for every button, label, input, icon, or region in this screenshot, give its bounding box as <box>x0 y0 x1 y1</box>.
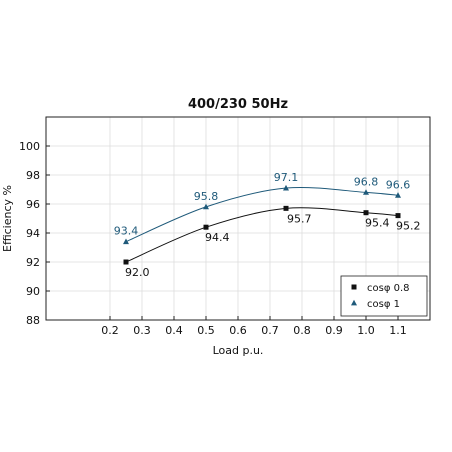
y-tick-label: 100 <box>19 140 40 153</box>
data-point <box>363 189 369 195</box>
chart-title: 400/230 50Hz <box>188 97 288 112</box>
x-tick-label: 0.7 <box>261 324 279 337</box>
data-label: 95.7 <box>287 212 312 225</box>
data-label: 93.4 <box>114 225 139 238</box>
y-tick-label: 94 <box>26 227 40 240</box>
data-label: 92.0 <box>125 266 150 279</box>
data-point <box>395 213 401 219</box>
data-point <box>395 192 401 198</box>
x-axis-label: Load p.u. <box>213 344 264 357</box>
data-label: 95.4 <box>365 217 390 230</box>
series-layer: 92.0 94.4 95.7 95.4 95.2 93.4 95.8 97.1 96.8 96.6 <box>114 171 421 279</box>
y-tick-label: 88 <box>26 314 40 327</box>
data-label: 96.8 <box>354 175 379 188</box>
data-point <box>123 259 129 265</box>
x-tick-label: 1.1 <box>389 324 407 337</box>
x-tick-label: 1.0 <box>357 324 375 337</box>
data-point <box>203 224 209 230</box>
x-tick-label: 0.5 <box>197 324 215 337</box>
x-tick-label: 0.8 <box>293 324 311 337</box>
x-tick-label: 0.3 <box>133 324 151 337</box>
data-label: 94.4 <box>205 231 230 244</box>
data-label: 97.1 <box>274 171 299 184</box>
y-tick-label: 92 <box>26 256 40 269</box>
legend-marker <box>351 299 357 306</box>
legend: cosφ 0.8 cosφ 1 <box>340 275 428 317</box>
data-point <box>123 238 129 245</box>
y-tick-label: 96 <box>26 198 40 211</box>
data-point <box>283 205 289 211</box>
legend-marker <box>351 284 357 290</box>
y-axis-label: Efficiency % <box>1 185 14 252</box>
series-line <box>125 207 399 263</box>
series-cos-phi-1: 93.4 95.8 97.1 96.8 96.6 <box>114 171 411 245</box>
data-label: 95.8 <box>194 190 219 203</box>
data-point <box>283 184 289 191</box>
series-line <box>125 186 399 243</box>
y-tick-label: 98 <box>26 169 40 182</box>
data-point <box>363 210 369 216</box>
series-cos-phi-0-8: 92.0 94.4 95.7 95.4 95.2 <box>123 205 421 279</box>
x-tick-label: 0.4 <box>165 324 183 337</box>
legend-entry: cosφ 0.8 <box>367 283 410 294</box>
legend-box <box>340 275 428 317</box>
data-label: 95.2 <box>396 220 421 233</box>
x-tick-label: 0.9 <box>325 324 343 337</box>
data-point <box>203 203 209 210</box>
data-label: 96.6 <box>386 178 411 191</box>
legend-entry: cosφ 1 <box>367 299 400 310</box>
y-tick-label: 90 <box>26 285 40 298</box>
axis-ticks: 0.2 0.3 0.4 0.5 0.6 0.7 0.8 0.9 1.0 1.1 88 90 92 94 96… <box>19 140 407 337</box>
x-tick-label: 0.2 <box>101 324 119 337</box>
x-tick-label: 0.6 <box>229 324 247 337</box>
